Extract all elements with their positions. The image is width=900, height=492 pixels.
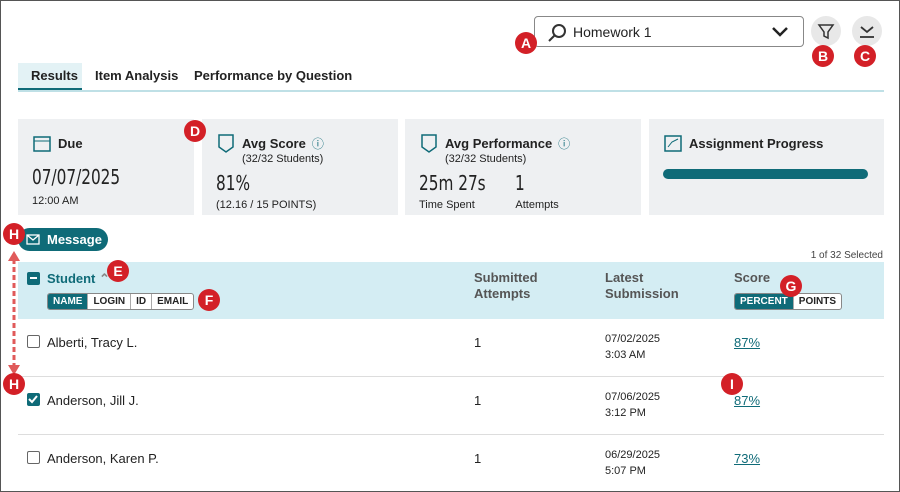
score-link[interactable]: 87% (734, 335, 761, 350)
card-sub: 12:00 AM (32, 195, 79, 207)
callout: B (812, 45, 834, 67)
callout: D (184, 120, 206, 142)
select-value: Homework 1 (573, 24, 652, 40)
name-toggle: NAME LOGIN ID EMAIL (47, 293, 195, 310)
column-header: Score (734, 270, 771, 285)
student-name: Alberti, Tracy L. (47, 335, 138, 350)
card-title: Assignment Progress (689, 135, 824, 151)
callout: F (198, 289, 220, 311)
tab-rule (18, 90, 884, 92)
tab[interactable]: Item Analysis (95, 68, 179, 83)
stat-value: 1 (515, 171, 526, 195)
progress-track (663, 169, 868, 179)
score-link[interactable]: 87% (734, 393, 761, 408)
score-toggle: PERCENT POINTS (734, 293, 843, 310)
table-row: Alberti, Tracy L. 1 07/02/2025 3:03 AM 87% (18, 319, 884, 377)
card-value: 07/07/2025 (32, 165, 121, 189)
badge-icon (421, 134, 437, 153)
stat-label: Time Spent (419, 199, 475, 211)
card-title: Avg Score (242, 135, 306, 151)
table-row: Anderson, Karen P. 1 06/29/2025 5:07 PM 73% (18, 435, 884, 491)
column-header[interactable]: Student ⌃ (47, 271, 110, 286)
toggle-option[interactable]: NAME (48, 294, 89, 309)
card-score: Avg Score ⓘ (32/32 Students) 81% (12.16 /… (202, 119, 398, 215)
submission-date: 07/06/2025 (605, 391, 661, 403)
selection-count: 1 of 32 Selected (810, 250, 883, 261)
progress-bar (663, 169, 868, 179)
assignment-select[interactable]: Homework 1 (534, 16, 804, 47)
attempts: 1 (474, 451, 482, 466)
card-sub: (12.16 / 15 POINTS) (216, 199, 317, 211)
select-all[interactable] (27, 272, 40, 285)
column-header: Latest Submission (605, 270, 679, 301)
card-title: Avg Performance (445, 135, 553, 151)
card-subtitle: (32/32 Students) (445, 153, 527, 165)
download-button[interactable] (852, 16, 882, 46)
callout: G (780, 275, 802, 297)
score-link[interactable]: 73% (734, 451, 761, 466)
row-checkbox[interactable] (27, 393, 40, 406)
callout: A (515, 32, 537, 54)
submission-time: 3:03 AM (605, 349, 646, 361)
submission-date: 07/02/2025 (605, 333, 661, 345)
tab[interactable]: Performance by Question (194, 68, 353, 83)
callout: H (3, 223, 25, 245)
filter-button[interactable] (811, 16, 841, 46)
column-header: Submitted Attempts (474, 270, 538, 301)
card-value: 81% (216, 171, 250, 195)
stat-value: 25m 27s (419, 171, 486, 195)
card-progress: Assignment Progress (649, 119, 884, 215)
callout: H (3, 373, 25, 395)
callout: I (721, 373, 743, 395)
tab[interactable]: Results (31, 68, 78, 83)
card-performance: Avg Performance ⓘ (32/32 Students) 25m 27… (405, 119, 641, 215)
card-due: Due 07/07/2025 12:00 AM (18, 119, 194, 215)
search-icon (548, 24, 566, 42)
student-name: Anderson, Karen P. (47, 451, 159, 466)
toggle-option[interactable]: ID (131, 294, 153, 309)
attempts: 1 (474, 335, 482, 350)
toggle-option[interactable]: POINTS (798, 296, 837, 307)
table-row: Anderson, Jill J. 1 07/06/2025 3:12 PM 87% (18, 377, 884, 435)
calendar-icon (33, 136, 51, 152)
callout: C (854, 45, 876, 67)
callout: E (107, 260, 129, 282)
toggle-option[interactable]: EMAIL (157, 296, 189, 307)
student-name: Anderson, Jill J. (47, 393, 139, 408)
toggle-option[interactable]: PERCENT (735, 294, 794, 309)
table-header: Student ⌃ NAME LOGIN ID EMAIL Submitted Att… (18, 262, 884, 319)
card-subtitle: (32/32 Students) (242, 153, 324, 165)
submission-time: 3:12 PM (605, 407, 646, 419)
attempts: 1 (474, 393, 482, 408)
message-button[interactable]: Message (18, 228, 108, 251)
submission-date: 06/29/2025 (605, 449, 661, 461)
progress-icon (664, 135, 682, 152)
toggle-option[interactable]: LOGIN (88, 294, 132, 309)
button-label: Message (47, 232, 102, 247)
chevron (772, 27, 788, 37)
stat-label: Attempts (515, 199, 559, 211)
mail-icon (26, 234, 40, 245)
row-checkbox[interactable] (27, 335, 40, 348)
tab-active-bg (18, 63, 82, 91)
card-title: Due (58, 135, 83, 151)
badge-icon (218, 134, 234, 153)
submission-time: 5:07 PM (605, 465, 646, 477)
row-checkbox[interactable] (27, 451, 40, 464)
drag-arrow (8, 251, 20, 375)
